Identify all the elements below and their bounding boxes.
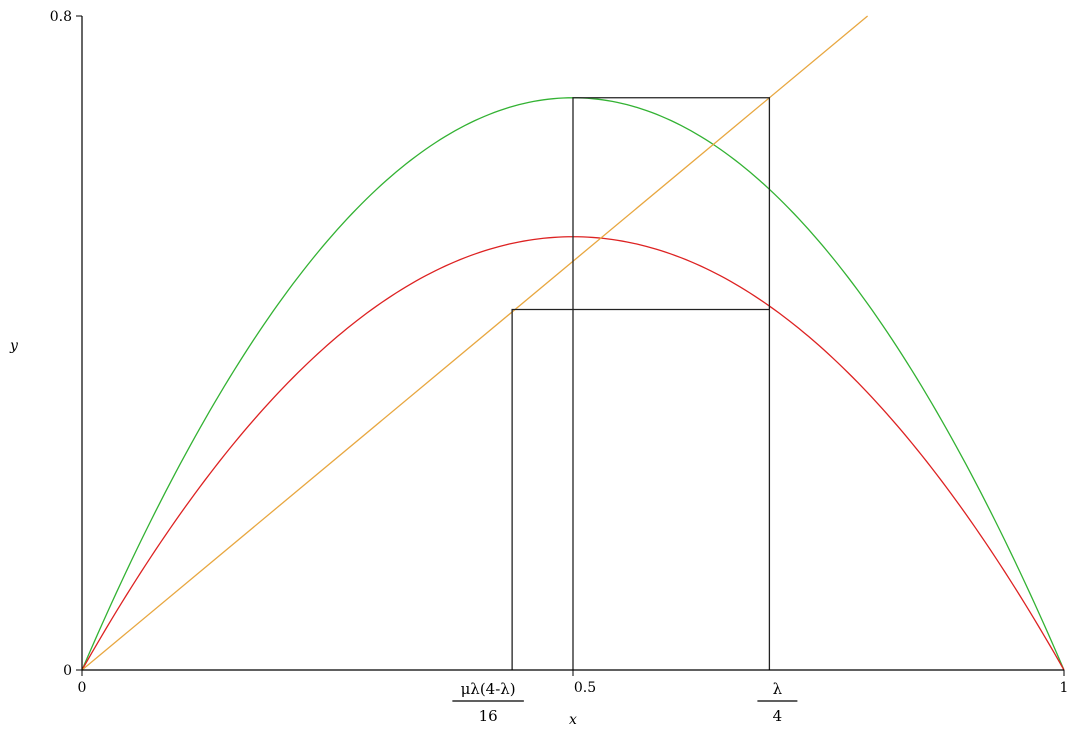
fraction-numerator-1: λ: [773, 680, 783, 698]
fraction-denominator-1: 4: [773, 707, 783, 725]
fraction-numerator-0: μλ(4-λ): [461, 680, 516, 698]
series-line-2: [81, 15, 869, 671]
y-tick-label-1: 0.8: [50, 9, 72, 25]
guides-layer: [511, 97, 771, 670]
x-axis-label: x: [569, 712, 577, 728]
fraction-tick-1: λ4: [757, 680, 798, 725]
y-tick-label-0: 0: [63, 663, 72, 679]
x-tick-label-0: 0: [78, 680, 87, 696]
fraction-denominator-0: 16: [479, 707, 498, 725]
guide-line-1: [511, 308, 770, 670]
x-tick-label-1: 0.5: [574, 680, 596, 696]
y-axis-label: y: [9, 338, 19, 354]
x-tick-label-2: 1: [1060, 680, 1067, 696]
fraction-tick-0: μλ(4-λ) 16: [452, 680, 524, 725]
guide-line-0: [572, 97, 771, 670]
